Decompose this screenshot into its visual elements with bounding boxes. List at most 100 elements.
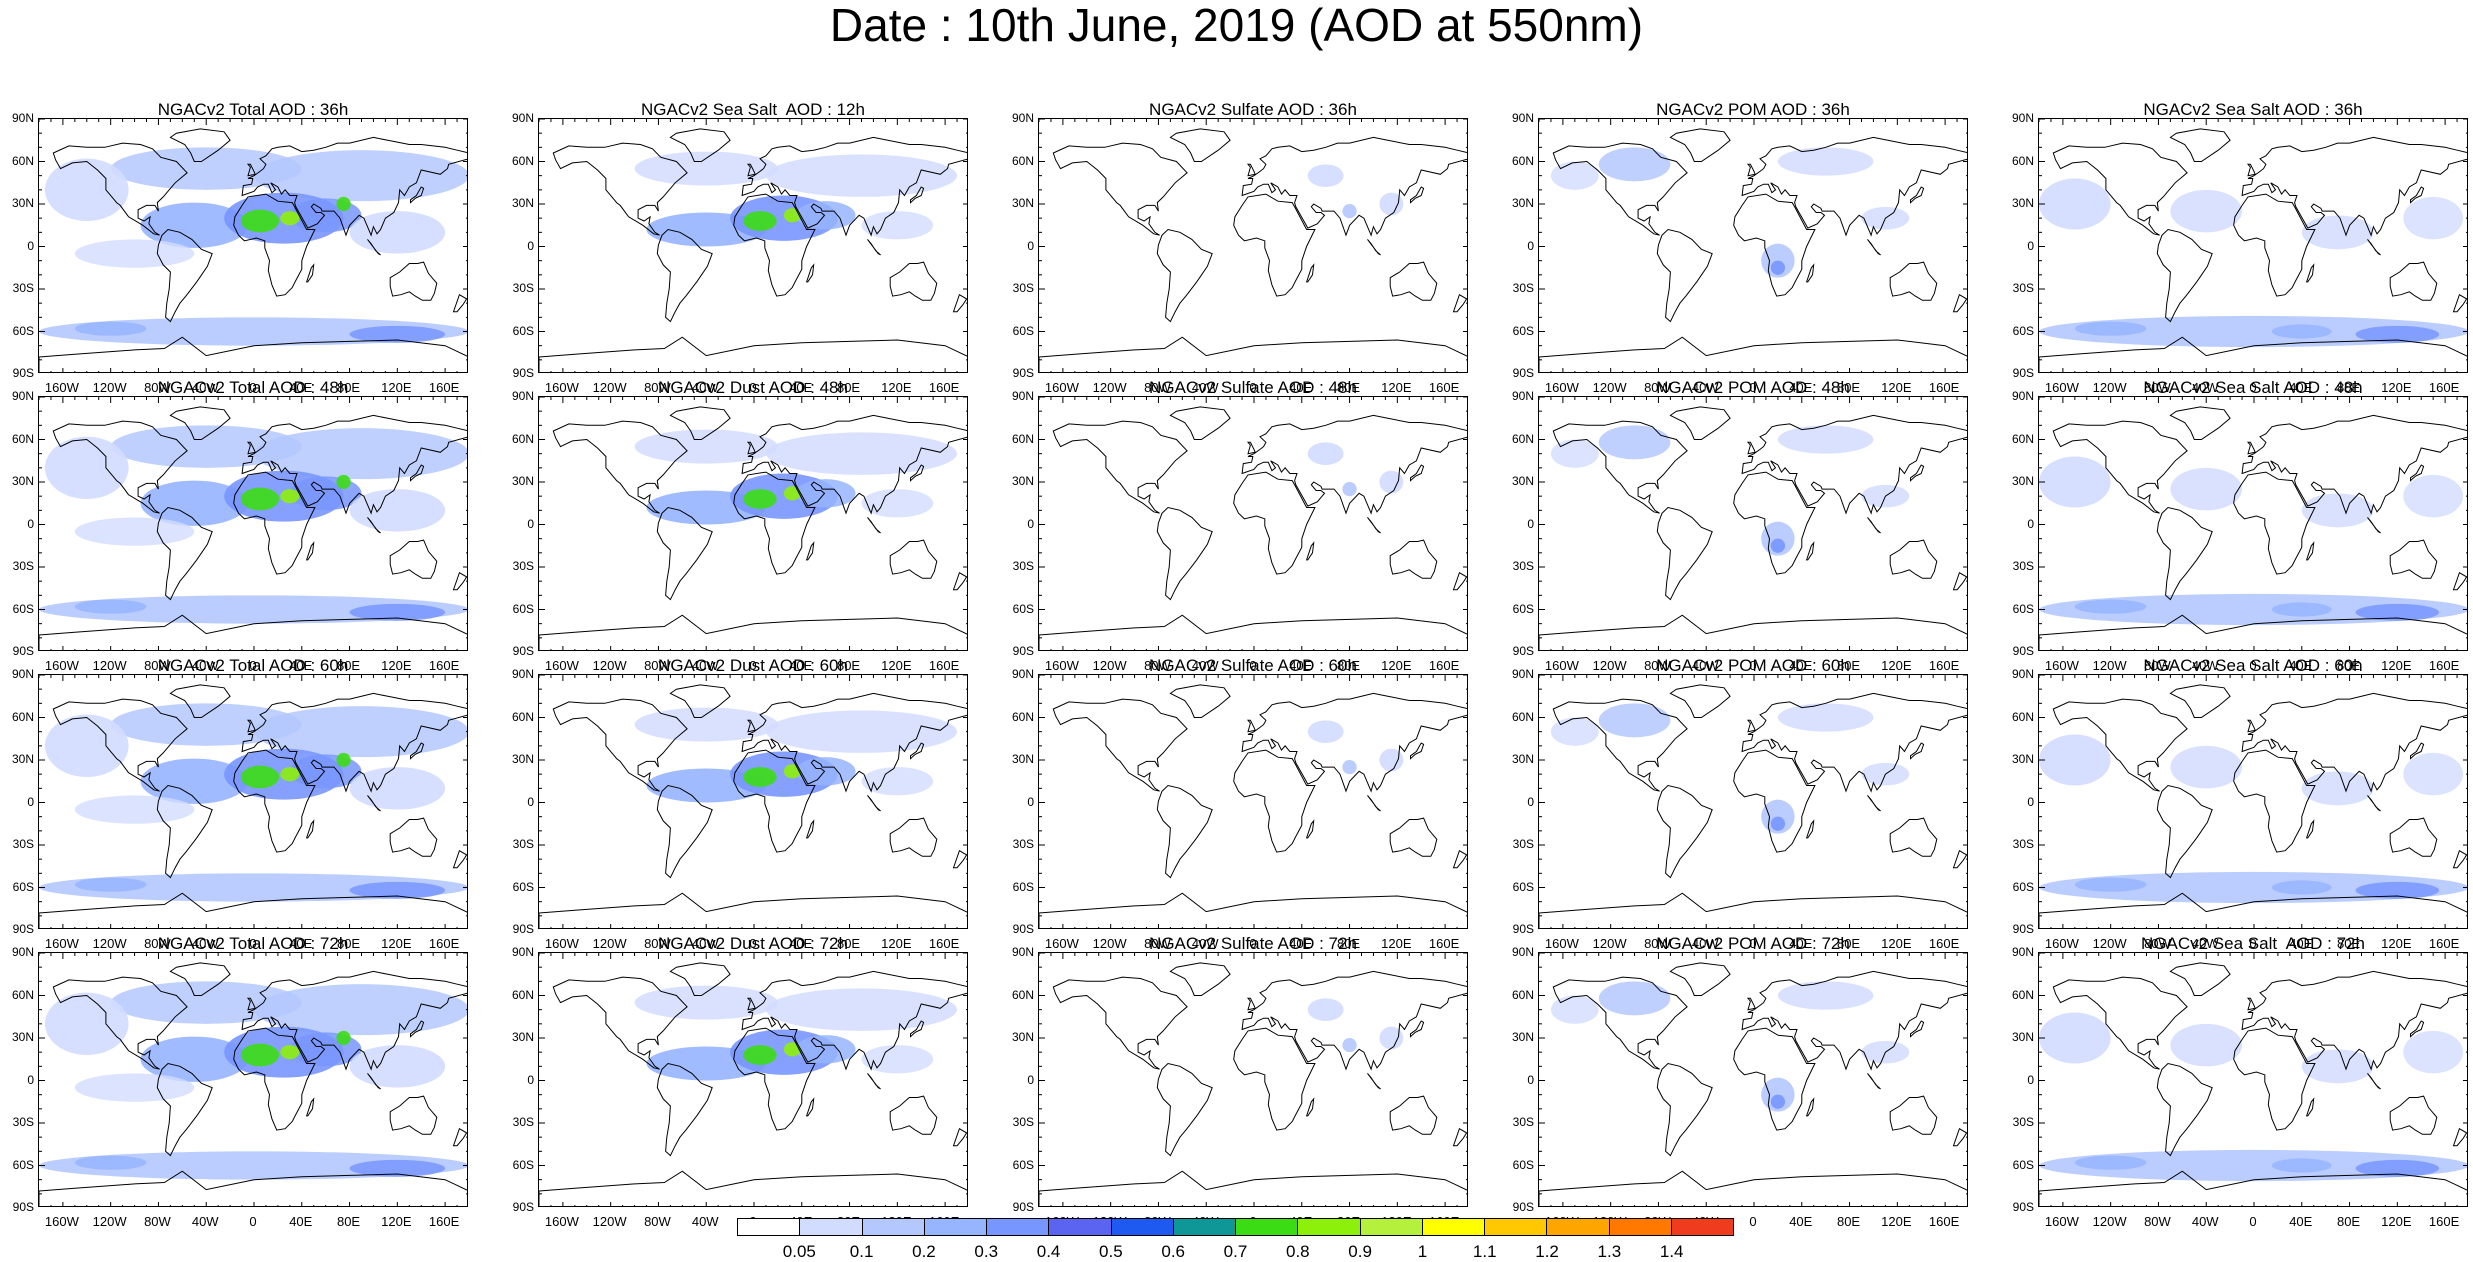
coastline: [1241, 970, 1467, 1071]
lat-tick-label: 30S: [1512, 837, 1534, 851]
aod-field: [634, 707, 778, 742]
lon-tick-label: 40W: [691, 380, 719, 395]
coastline: [241, 692, 467, 793]
lat-tick-label: 30N: [511, 196, 534, 210]
coastline: [1910, 186, 1925, 204]
coastline: [2389, 261, 2438, 301]
coastline: [1656, 784, 1713, 879]
coastline: [746, 719, 756, 733]
lon-tick-label: 160W: [2044, 380, 2079, 395]
lon-tick-label: 40E: [789, 936, 813, 951]
coastline: [389, 1095, 438, 1135]
lon-tick-label: 80W: [1644, 380, 1671, 395]
lat-tick-label: 30N: [2011, 196, 2034, 210]
lon-tick-label: 80W: [144, 1214, 171, 1229]
coastline: [552, 698, 688, 792]
lon-tick-label: 80W: [644, 658, 671, 673]
coastline: [2169, 128, 2231, 162]
coastline: [2233, 1027, 2316, 1131]
lat-tick-label: 60S: [2012, 1157, 2034, 1172]
lat-tick-label: 30S: [1512, 281, 1534, 295]
coastline: [1156, 784, 1213, 879]
colorbar-label: 1.3: [1597, 1242, 1622, 1261]
lon-tick-label: 40W: [2191, 936, 2219, 951]
coastline: [156, 506, 213, 601]
lat-tick-label: 0: [527, 794, 534, 809]
map-panel: NGACv2 Sea Salt AOD : 60h 90N 60N 30N 0 30S 60…: [2012, 656, 2468, 951]
coastline: [1552, 420, 1688, 514]
lat-tick-label: 90S: [1012, 1200, 1034, 1214]
lat-tick-label: 60S: [2012, 879, 2034, 894]
colorbar-label: 0.5: [1099, 1242, 1123, 1261]
colorbar-label: 0.3: [974, 1242, 999, 1261]
coastline: [1552, 698, 1688, 792]
aod-field: [74, 877, 147, 892]
coastline: [1052, 698, 1188, 792]
coastline: [389, 261, 438, 301]
lat-tick-label: 60N: [11, 709, 34, 724]
lat-tick-label: 60N: [511, 709, 534, 724]
coastline: [1246, 719, 1256, 733]
panel-title: NGACv2 Total AOD : 48h: [157, 378, 349, 397]
coastline: [1169, 684, 1231, 718]
coastline: [1805, 819, 1815, 839]
coastline: [1241, 136, 1467, 237]
coastline: [410, 464, 425, 482]
coastline: [246, 997, 256, 1011]
coastline: [52, 698, 188, 792]
lon-tick-label: 80E: [836, 936, 861, 951]
lon-tick-label: 160E: [1428, 936, 1460, 951]
aod-field: [44, 714, 129, 777]
lon-tick-label: 0: [749, 380, 757, 395]
coastline: [910, 742, 925, 760]
map-frame: [2038, 674, 2468, 929]
colorbar-swatch: [1298, 1219, 1361, 1235]
aod-field: [2039, 734, 2111, 786]
lon-tick-label: 120E: [1881, 1214, 1912, 1229]
aod-field: [74, 1073, 195, 1102]
map-panel: NGACv2 POM AOD : 48h 90N 60N 30N 0 30S 60S 90S 1…: [1512, 378, 1968, 673]
lon-tick-label: 0: [1249, 380, 1257, 395]
lon-tick-label: 40E: [1789, 380, 1813, 395]
lon-tick-label: 80W: [2144, 1214, 2171, 1229]
coastline: [241, 970, 467, 1071]
lat-tick-label: 90N: [1511, 667, 1534, 681]
lat-tick-label: 30N: [1511, 752, 1534, 766]
lon-tick-label: 80E: [1836, 658, 1861, 673]
lon-tick-label: 160E: [428, 936, 460, 951]
aod-field: [2170, 745, 2243, 789]
coastline: [156, 228, 213, 323]
lat-tick-label: 90S: [1512, 922, 1534, 936]
coastline: [410, 742, 425, 760]
aod-field: [2403, 474, 2464, 518]
lon-tick-label: 40E: [289, 380, 313, 395]
coastline: [1169, 962, 1231, 996]
lat-tick-label: 90N: [2011, 945, 2034, 959]
coastline: [1741, 136, 1967, 237]
coastline: [1669, 684, 1731, 718]
coastline: [867, 517, 881, 534]
lon-tick-label: 160W: [1044, 658, 1079, 673]
world-map: [539, 119, 967, 372]
coastline: [889, 817, 938, 857]
colorbar-swatch: [1609, 1219, 1672, 1235]
colorbar-swatch: [924, 1219, 987, 1235]
colorbar-swatch: [1360, 1219, 1423, 1235]
lon-tick-label: 80E: [1836, 936, 1861, 951]
lon-tick-label: 80E: [2336, 936, 2361, 951]
lon-tick-label: 80E: [1836, 380, 1861, 395]
coastline: [910, 1020, 925, 1038]
lat-tick-label: 60S: [1512, 323, 1534, 338]
lon-tick-label: 160E: [1428, 380, 1460, 395]
coastline: [2233, 471, 2316, 575]
coastline: [669, 684, 731, 718]
aod-field: [1342, 760, 1357, 775]
lon-tick-label: 120E: [881, 936, 912, 951]
lat-tick-label: 60N: [2011, 987, 2034, 1002]
page-title: Date : 10th June, 2019 (AOD at 550nm): [829, 0, 1644, 51]
aod-field: [2074, 599, 2147, 614]
coastline: [1656, 228, 1713, 323]
coastline: [1805, 1097, 1815, 1117]
coastline: [552, 420, 688, 514]
lat-tick-label: 0: [2027, 516, 2034, 531]
